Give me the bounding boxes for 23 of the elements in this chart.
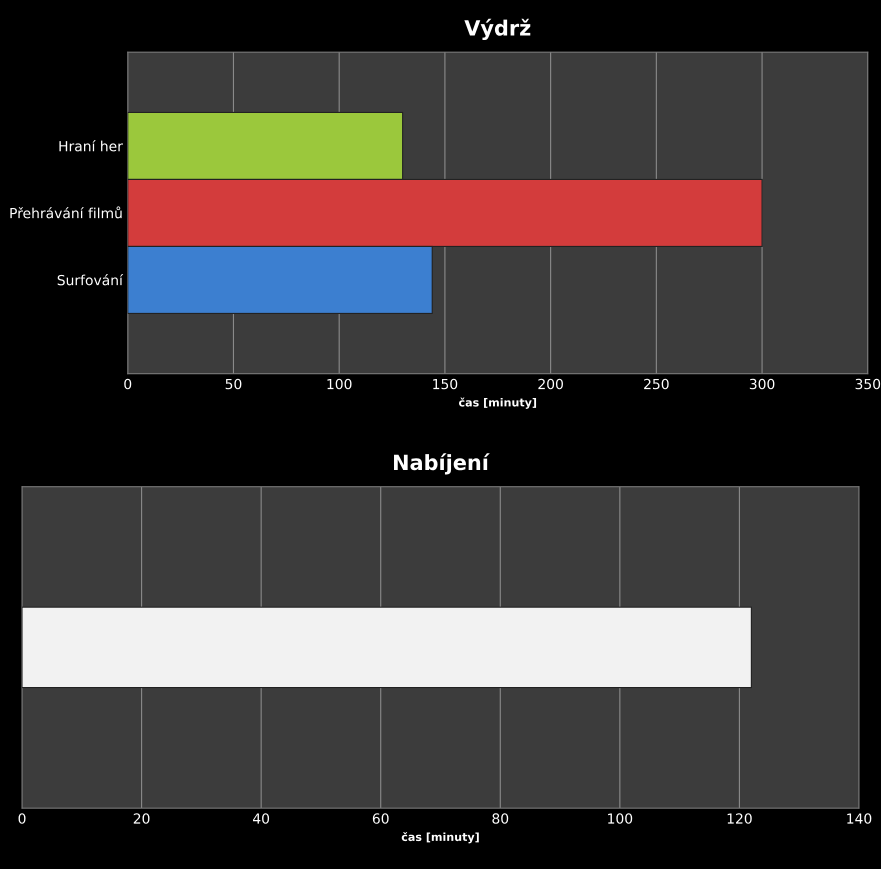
x-tick-label: 140: [847, 813, 872, 824]
y-tick-label: Surfování: [58, 274, 124, 286]
x-tick-label: 120: [728, 813, 752, 824]
x-tick-label: 40: [252, 813, 270, 824]
x-tick-label: 250: [644, 378, 669, 390]
x-tick-label: 60: [372, 813, 389, 824]
chart-title: Výdrž: [464, 18, 530, 40]
x-tick-label: 100: [608, 813, 632, 824]
x-tick-label: 0: [18, 813, 26, 824]
x-tick-label: 300: [750, 378, 774, 390]
x-tick-label: 150: [433, 378, 458, 390]
x-tick-label: 100: [327, 378, 352, 390]
x-tick-label: 350: [856, 378, 880, 390]
x-tick-label: 80: [492, 813, 508, 824]
x-tick-label: 20: [134, 813, 150, 824]
y-tick-label: Hraní her: [59, 140, 123, 152]
x-tick-label: 0: [124, 378, 132, 390]
x-axis-title: čas [minuty]: [402, 832, 479, 844]
chart-title: Nabíjení: [394, 453, 490, 474]
x-tick-label: 50: [226, 378, 242, 390]
x-axis-title: čas [minuty]: [459, 398, 536, 409]
x-tick-label: 200: [538, 378, 563, 390]
y-tick-label: Přehrávání filmů: [10, 206, 122, 218]
